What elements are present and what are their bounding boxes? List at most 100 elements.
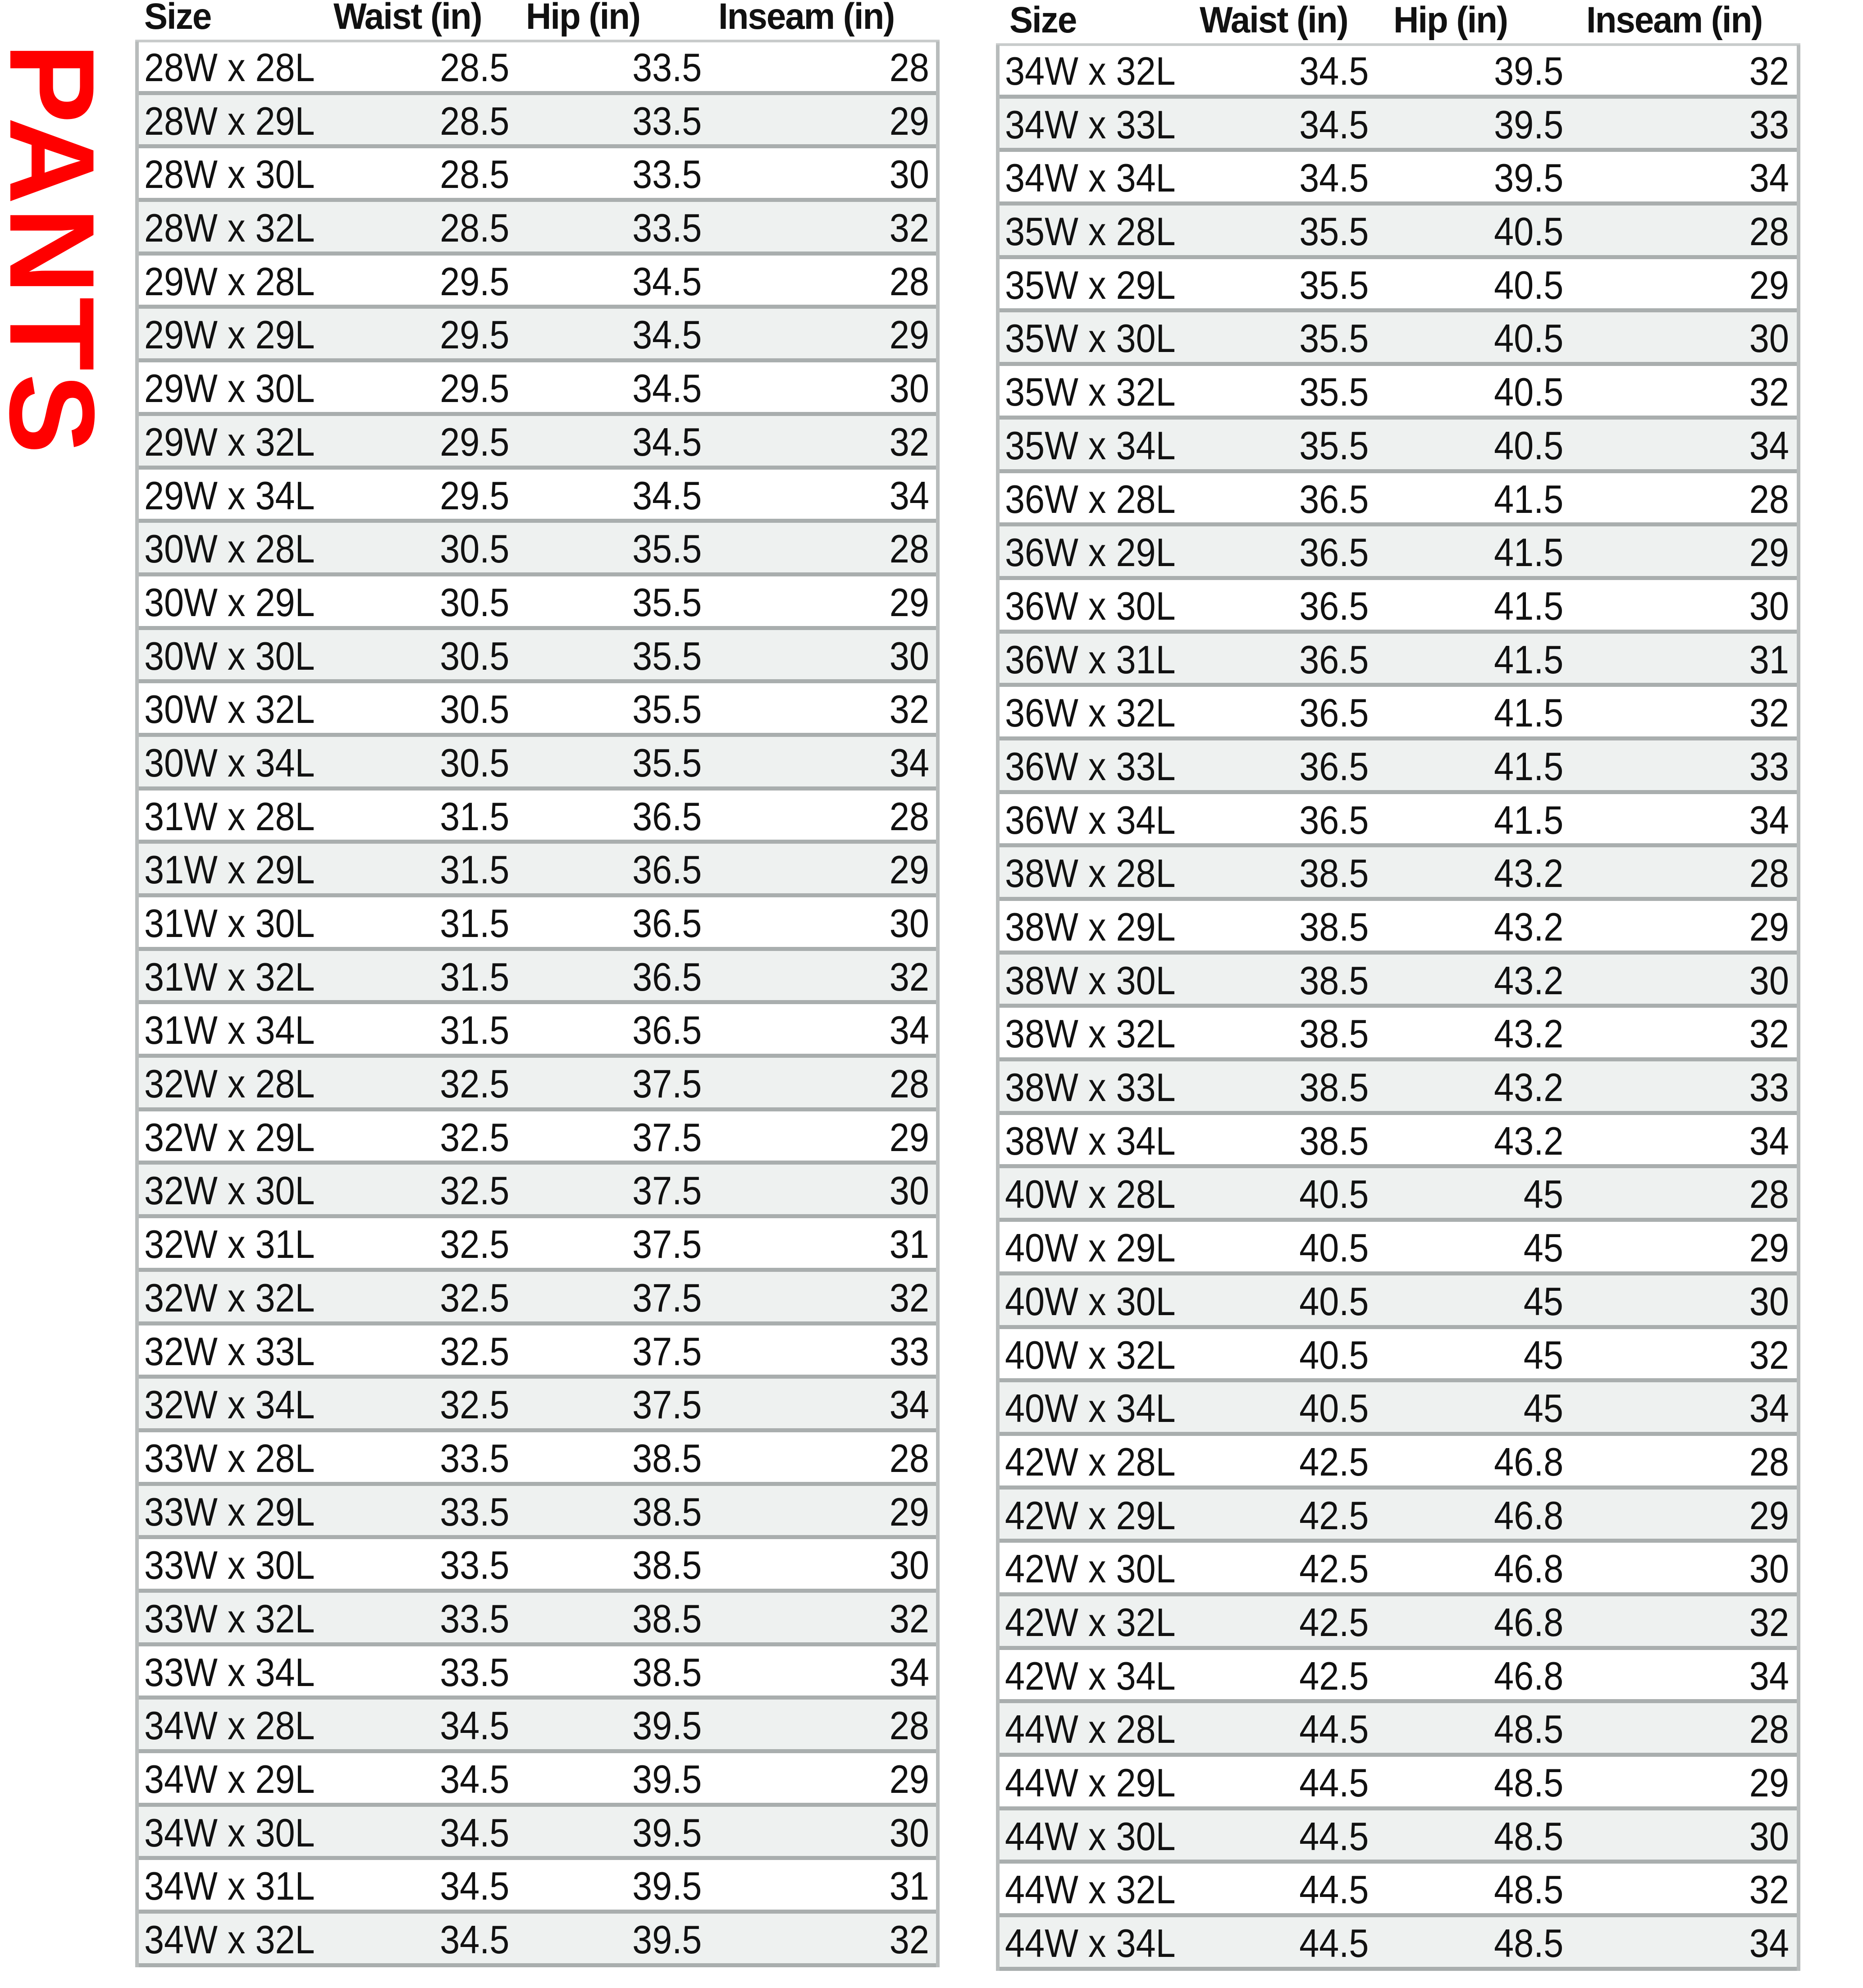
cell-hip: 38.5 <box>632 1489 702 1534</box>
cell-hip: 43.2 <box>1493 1011 1563 1056</box>
table-row: 31W x 32L 31.5 36.5 32 <box>139 951 936 1005</box>
cell-size: 34W x 34L <box>1005 155 1176 201</box>
cell-size: 32W x 33L <box>144 1329 315 1374</box>
cell-inseam: 28 <box>889 1061 929 1106</box>
cell-waist: 32.5 <box>439 1222 509 1267</box>
cell-hip: 39.5 <box>632 1703 702 1748</box>
table-row: 38W x 30L 38.5 43.2 30 <box>1000 954 1797 1008</box>
table-row: 44W x 30L 44.5 48.5 30 <box>1000 1810 1797 1864</box>
table-row: 36W x 33L 36.5 41.5 33 <box>1000 740 1797 794</box>
table-row: 40W x 28L 40.5 45 28 <box>1000 1168 1797 1222</box>
cell-inseam: 34 <box>1749 423 1789 468</box>
table-row: 36W x 32L 36.5 41.5 32 <box>1000 687 1797 740</box>
cell-size: 34W x 32L <box>1005 49 1176 93</box>
cell-size: 42W x 34L <box>1005 1653 1176 1698</box>
cell-waist: 44.5 <box>1299 1707 1369 1752</box>
cell-inseam: 32 <box>1749 1600 1789 1645</box>
table-row: 30W x 30L 30.5 35.5 30 <box>139 630 936 684</box>
table-row: 28W x 28L 28.5 33.5 28 <box>139 41 936 95</box>
cell-size: 35W x 32L <box>1005 370 1176 415</box>
cell-size: 40W x 32L <box>1005 1332 1176 1377</box>
cell-hip: 40.5 <box>1493 423 1563 468</box>
cell-size: 31W x 28L <box>144 794 315 839</box>
cell-hip: 35.5 <box>632 633 702 678</box>
cell-size: 28W x 30L <box>144 152 315 197</box>
cell-waist: 44.5 <box>1299 1760 1369 1805</box>
table-row: 33W x 28L 33.5 38.5 28 <box>139 1432 936 1486</box>
cell-waist: 36.5 <box>1299 476 1369 521</box>
cell-hip: 39.5 <box>1493 49 1563 93</box>
cell-size: 30W x 29L <box>144 580 315 625</box>
cell-size: 42W x 28L <box>1005 1439 1176 1484</box>
table-row: 36W x 30L 36.5 41.5 30 <box>1000 580 1797 634</box>
cell-waist: 38.5 <box>1299 958 1369 1003</box>
cell-hip: 34.5 <box>632 419 702 464</box>
cell-waist: 32.5 <box>439 1168 509 1213</box>
cell-size: 38W x 30L <box>1005 958 1176 1003</box>
cell-waist: 44.5 <box>1299 1867 1369 1912</box>
header-waist: Waist (in) <box>333 0 483 37</box>
cell-hip: 43.2 <box>1493 1118 1563 1163</box>
cell-inseam: 28 <box>889 526 929 571</box>
cell-waist: 31.5 <box>439 954 509 999</box>
cell-waist: 44.5 <box>1299 1921 1369 1966</box>
cell-inseam: 34 <box>889 1382 929 1427</box>
cell-hip: 36.5 <box>632 954 702 999</box>
cell-hip: 45 <box>1523 1279 1563 1324</box>
table-row: 42W x 30L 42.5 46.8 30 <box>1000 1543 1797 1596</box>
table-row: 31W x 34L 31.5 36.5 34 <box>139 1004 936 1058</box>
cell-hip: 34.5 <box>632 312 702 357</box>
cell-hip: 33.5 <box>632 152 702 197</box>
cell-hip: 33.5 <box>632 45 702 90</box>
cell-hip: 45 <box>1523 1332 1563 1377</box>
cell-hip: 40.5 <box>1493 209 1563 254</box>
cell-inseam: 28 <box>1749 1172 1789 1217</box>
cell-size: 35W x 30L <box>1005 316 1176 361</box>
table-row: 40W x 30L 40.5 45 30 <box>1000 1275 1797 1329</box>
cell-hip: 46.8 <box>1493 1653 1563 1698</box>
cell-hip: 45 <box>1523 1172 1563 1217</box>
cell-hip: 40.5 <box>1493 262 1563 307</box>
cell-inseam: 28 <box>889 45 929 90</box>
table-row: 33W x 29L 33.5 38.5 29 <box>139 1485 936 1540</box>
cell-size: 44W x 30L <box>1005 1814 1176 1859</box>
cell-hip: 33.5 <box>632 98 702 143</box>
cell-waist: 30.5 <box>439 687 509 732</box>
cell-inseam: 28 <box>1749 1439 1789 1484</box>
cell-inseam: 28 <box>889 1703 929 1748</box>
cell-inseam: 34 <box>1749 1118 1789 1163</box>
cell-waist: 42.5 <box>1299 1493 1369 1538</box>
table-row: 42W x 32L 42.5 46.8 32 <box>1000 1596 1797 1650</box>
cell-inseam: 29 <box>1749 905 1789 949</box>
cell-inseam: 31 <box>889 1864 929 1909</box>
cell-inseam: 33 <box>1749 102 1789 147</box>
header-waist: Waist (in) <box>1200 0 1349 41</box>
cell-hip: 37.5 <box>632 1168 702 1213</box>
cell-hip: 37.5 <box>632 1061 702 1106</box>
cell-inseam: 33 <box>1749 744 1789 789</box>
cell-size: 28W x 29L <box>144 98 315 143</box>
cell-hip: 48.5 <box>1493 1867 1563 1912</box>
cell-hip: 39.5 <box>632 1917 702 1962</box>
table-row: 28W x 32L 28.5 33.5 32 <box>139 202 936 256</box>
cell-waist: 28.5 <box>439 98 509 143</box>
cell-size: 30W x 32L <box>144 687 315 732</box>
cell-inseam: 29 <box>889 580 929 625</box>
cell-size: 40W x 30L <box>1005 1279 1176 1324</box>
cell-inseam: 34 <box>1749 155 1789 201</box>
table-row: 31W x 28L 31.5 36.5 28 <box>139 791 936 844</box>
table-row: 34W x 32L 34.5 39.5 32 <box>139 1914 936 1967</box>
cell-size: 31W x 29L <box>144 847 315 892</box>
table-row: 29W x 29L 29.5 34.5 29 <box>139 309 936 363</box>
cell-inseam: 32 <box>1749 1332 1789 1377</box>
cell-waist: 42.5 <box>1299 1653 1369 1698</box>
cell-size: 38W x 28L <box>1005 851 1176 896</box>
cell-hip: 37.5 <box>632 1382 702 1427</box>
cell-waist: 36.5 <box>1299 690 1369 736</box>
cell-size: 36W x 31L <box>1005 637 1176 682</box>
cell-hip: 35.5 <box>632 580 702 625</box>
cell-size: 28W x 32L <box>144 206 315 251</box>
cell-hip: 34.5 <box>632 366 702 411</box>
cell-size: 36W x 30L <box>1005 583 1176 628</box>
cell-inseam: 28 <box>1749 209 1789 254</box>
